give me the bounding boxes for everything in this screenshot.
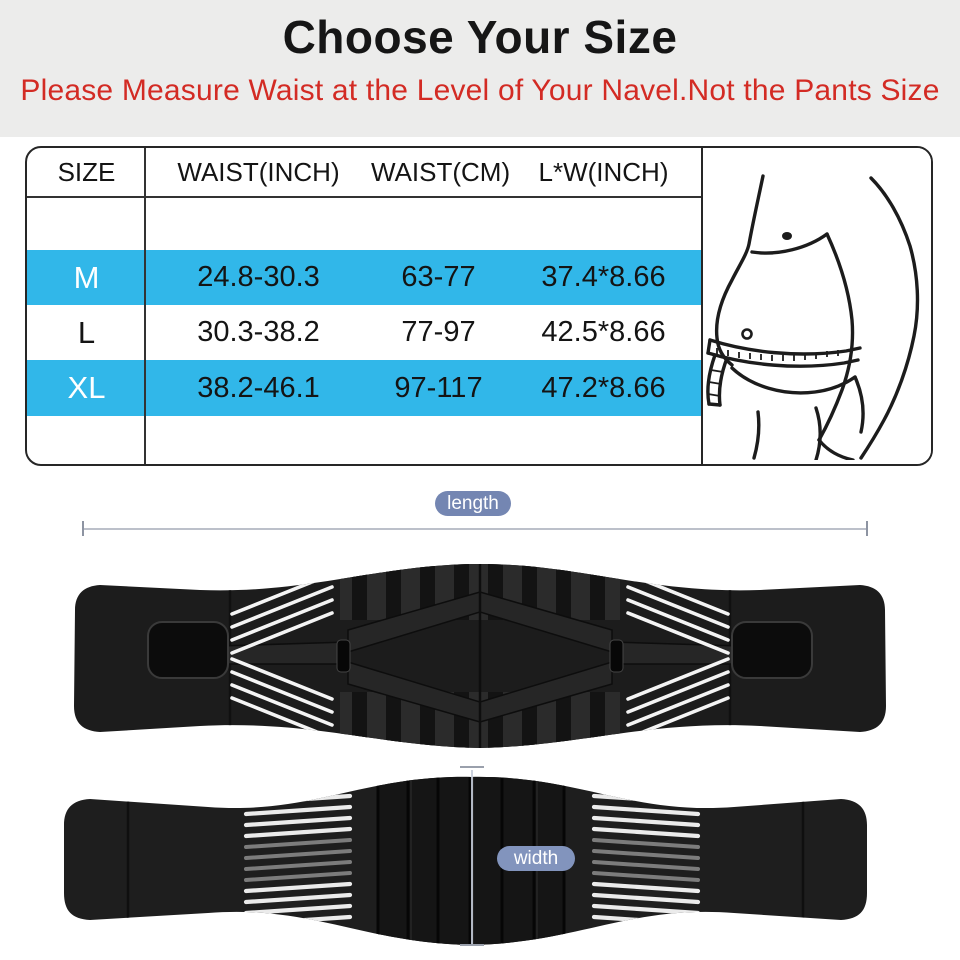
col-header-lw-inch: L*W(INCH): [538, 156, 669, 187]
belt-rear-view-wrap: [70, 560, 890, 757]
lw-inch-value: 42.5*8.66: [541, 316, 666, 348]
man-measuring-waist-illustration: [706, 174, 920, 462]
header-divider-line: [27, 196, 701, 198]
waist-inch-value: 38.2-46.1: [197, 371, 320, 404]
size-value: M: [73, 259, 100, 295]
width-tick-top: [460, 766, 484, 768]
header-band: Choose Your Size Please Measure Waist at…: [0, 0, 960, 137]
length-tick-left: [82, 521, 84, 536]
size-table: SIZE WAIST(INCH) WAIST(CM) L*W(INCH) M 2…: [25, 146, 933, 466]
size-value: XL: [67, 370, 106, 405]
table-row-size-l: L 30.3-38.2 77-97 42.5*8.66: [27, 305, 701, 360]
belt-inner-view-wrap: [58, 773, 873, 958]
table-row-size-xl: XL 38.2-46.1 97-117 47.2*8.66: [27, 360, 701, 416]
length-tick-right: [866, 521, 868, 536]
width-tick-bottom: [460, 944, 484, 946]
page-subtitle: Please Measure Waist at the Level of You…: [20, 74, 940, 107]
col-header-waist-inch: WAIST(INCH): [177, 156, 340, 187]
belt-inner-view-image: [64, 776, 867, 946]
table-row-size-m: M 24.8-30.3 63-77 37.4*8.66: [27, 250, 701, 305]
belt-rear-view-image: [74, 564, 886, 748]
size-value: L: [77, 314, 96, 350]
waist-cm-value: 77-97: [401, 316, 476, 348]
size-column-divider: [144, 148, 146, 464]
waist-cm-value: 97-117: [394, 371, 483, 404]
size-table-body: SIZE WAIST(INCH) WAIST(CM) L*W(INCH) M 2…: [27, 148, 931, 464]
lw-inch-value: 47.2*8.66: [541, 371, 666, 404]
lw-inch-value: 37.4*8.66: [541, 261, 666, 293]
waist-cm-value: 63-77: [401, 261, 476, 293]
width-label: width: [497, 846, 575, 871]
col-header-waist-cm: WAIST(CM): [371, 156, 511, 187]
illustration-pane: [701, 148, 931, 464]
width-measure-line: [471, 770, 473, 945]
page-title: Choose Your Size: [282, 11, 678, 63]
waist-inch-value: 30.3-38.2: [197, 316, 320, 348]
length-measure-line: [82, 528, 868, 530]
col-header-size: SIZE: [57, 156, 116, 187]
length-label: length: [435, 491, 511, 516]
waist-inch-value: 24.8-30.3: [197, 261, 320, 293]
size-table-header-row: SIZE WAIST(INCH) WAIST(CM) L*W(INCH): [27, 148, 701, 196]
